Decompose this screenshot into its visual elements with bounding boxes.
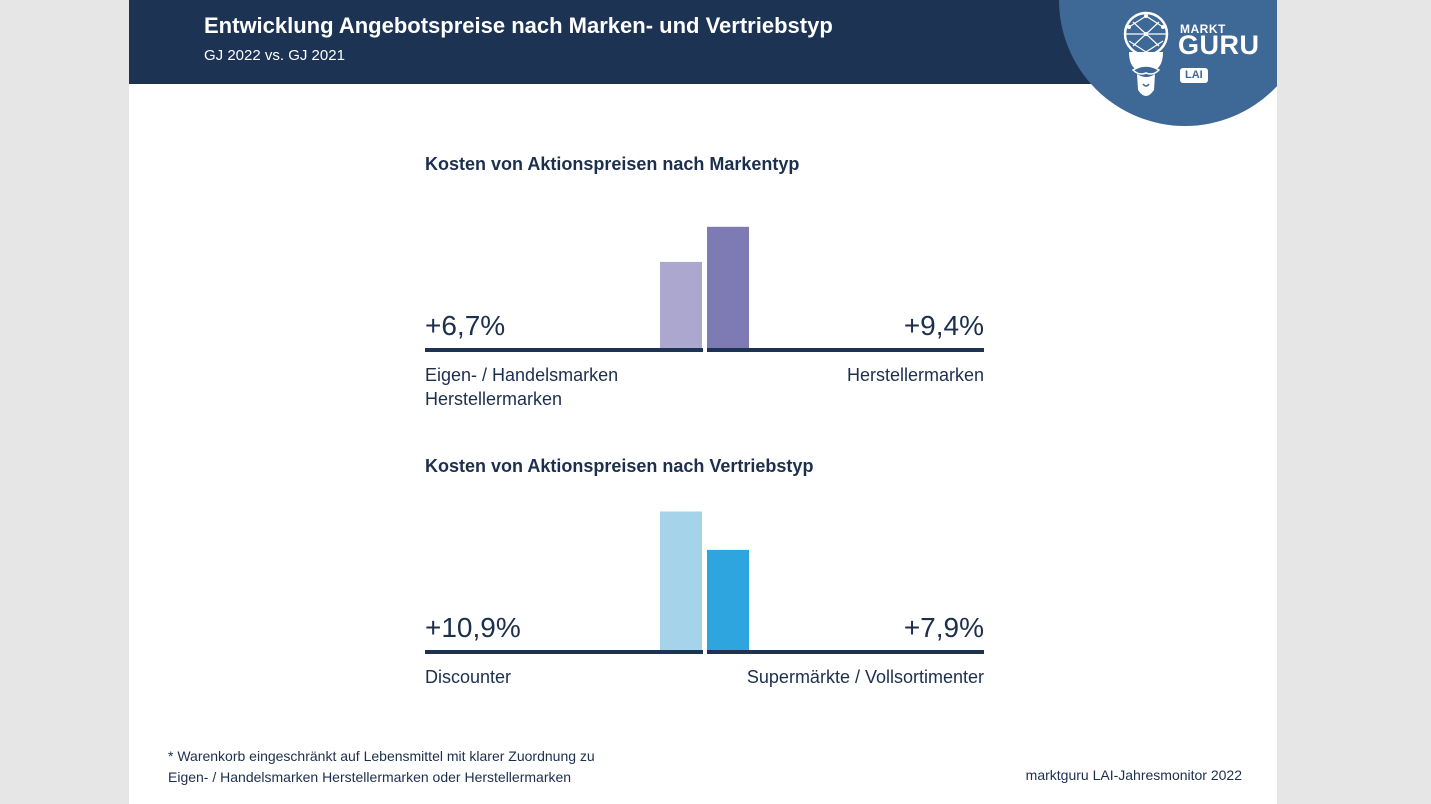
guru-mascot-icon (1123, 11, 1169, 96)
logo-lai-badge: LAI (1180, 68, 1208, 83)
page-subtitle: GJ 2022 vs. GJ 2021 (204, 47, 345, 64)
chart-1-value-label-1: +6,7% (425, 310, 505, 341)
chart-2-category-label-2: Supermärkte / Vollsortimenter (747, 667, 984, 687)
logo-guru-text: GURU (1178, 30, 1260, 60)
charts-area: Kosten von Aktionspreisen nach Markentyp… (425, 154, 984, 687)
chart-2-baseline-left (425, 650, 703, 654)
chart-2-value-label-1: +10,9% (425, 612, 521, 643)
chart-1-category-label-1-line-1: Eigen- / Handelsmarken (425, 365, 618, 385)
chart-2-value-label-2: +7,9% (904, 612, 984, 643)
chart-1-bar-2 (707, 226, 749, 349)
chart-1-title: Kosten von Aktionspreisen nach Markentyp (425, 154, 799, 174)
chart-2-title: Kosten von Aktionspreisen nach Vertriebs… (425, 456, 813, 476)
chart-2-bar-2 (707, 549, 749, 651)
chart-1-category-label-1-line-2: Herstellermarken (425, 389, 562, 409)
report-page: Entwicklung Angebotspreise nach Marken- … (129, 0, 1277, 804)
chart-1-baseline-right (707, 348, 984, 352)
footnote-line-2: Eigen- / Handelsmarken Herstellermarken … (168, 769, 572, 785)
chart-2-baseline-right (707, 650, 984, 654)
logo-markt-text: MARKT (1180, 22, 1226, 36)
chart-1-category-label-2: Herstellermarken (847, 365, 984, 385)
chart-2-category-label-1: Discounter (425, 667, 511, 687)
page-title: Entwicklung Angebotspreise nach Marken- … (204, 13, 833, 38)
chart-1-baseline-left (425, 348, 703, 352)
chart-1-value-label-2: +9,4% (904, 310, 984, 341)
footnote-line-1: * Warenkorb eingeschränkt auf Lebensmitt… (168, 748, 595, 764)
chart-1-bar-1 (660, 261, 702, 349)
chart-2-bar-1 (660, 511, 702, 651)
footnote: * Warenkorb eingeschränkt auf Lebensmitt… (168, 746, 595, 788)
source-note: marktguru LAI-Jahresmonitor 2022 (1025, 767, 1242, 783)
